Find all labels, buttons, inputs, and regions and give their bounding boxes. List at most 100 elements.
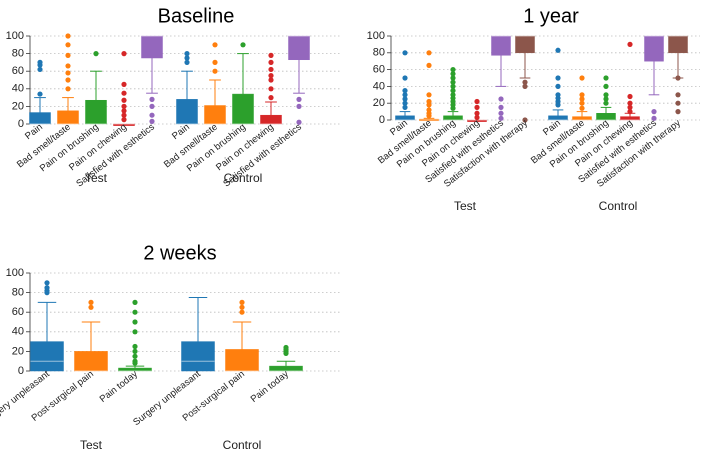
panel-1-year-control-satisfaction-with-therapy-outlier	[675, 109, 681, 115]
panel-baseline-test-pain-on-chewing-outlier	[121, 90, 127, 96]
panel-baseline-title: Baseline	[158, 5, 235, 27]
panel-2-weeks-ytick-label: 20	[12, 345, 24, 357]
panel-1-year-test-bad-smell-taste-outlier	[426, 107, 432, 113]
panel-1-year-ytick-label: 40	[373, 80, 385, 92]
panel-1-year-control-pain-on-chewing-outlier	[627, 93, 633, 100]
panel-baseline-ytick-label: 100	[6, 30, 24, 42]
panel-baseline-control-pain-on-chewing-outlier	[268, 86, 274, 92]
panel-baseline-control-bad-smell-taste-outlier	[212, 42, 218, 48]
panel-1-year-control-satisfaction-with-therapy-outlier	[675, 100, 681, 106]
panel-baseline-ytick-label: 60	[12, 65, 24, 77]
panel-2-weeks-ytick-label: 0	[18, 365, 24, 377]
panel-baseline-test-pain-on-chewing-outlier	[121, 51, 127, 57]
panel-baseline-test-satisfied-with-esthetics-outlier	[149, 103, 155, 109]
panel-2-weeks-test-pain-today-category-label: Pain today	[98, 369, 140, 405]
panel-baseline-test-pain-on-chewing-outlier	[121, 103, 127, 109]
panel-2-weeks-test-surgery-unpleasant-box	[30, 341, 64, 372]
panel-2-weeks-test-pain-today-outlier	[132, 348, 138, 354]
panel-1-year-control-bad-smell-taste-outlier	[579, 105, 585, 111]
panel-1-year-ytick-label: 20	[373, 97, 385, 109]
panel-1-year-control-satisfied-with-esthetics-outlier	[651, 109, 657, 115]
panel-1-year-control-satisfaction-with-therapy-outlier	[675, 92, 681, 98]
panel-1-year-control-pain-outlier	[555, 83, 561, 89]
panel-1-year-ytick-label: 100	[367, 30, 385, 42]
panel-2-weeks-test-pain-today-outlier	[132, 329, 138, 335]
panel-1-year-control-pain-on-chewing-outlier	[627, 100, 633, 106]
panel-1-year-test-pain-outlier	[402, 92, 408, 98]
panel-baseline-group-label-test: Test	[85, 171, 108, 185]
panel-baseline-control-pain-on-chewing-outlier	[268, 95, 274, 101]
panel-1-year-control-pain-on-brushing-outlier	[603, 75, 609, 81]
panel-baseline-control-pain-on-brushing-box	[232, 93, 254, 125]
panel-1-year-test-pain-on-brushing-box	[443, 115, 463, 121]
panel-2-weeks-control-surgery-unpleasant-box	[181, 341, 215, 372]
panel-2-weeks-test-post-surgical-pain-outlier	[88, 299, 94, 305]
panel-2-weeks-test-pain-today-outlier	[132, 309, 138, 315]
panel-1-year-test-satisfied-with-esthetics-outlier	[498, 96, 504, 102]
panel-2-weeks-control-post-surgical-pain-outlier	[239, 309, 245, 315]
panel-1-year-test-pain-outlier	[402, 88, 408, 94]
panel-2-weeks-test-pain-today-outlier	[132, 358, 138, 364]
panel-1-year-test-pain-on-brushing-outlier	[450, 88, 456, 94]
panel-2-weeks-control-pain-today-outlier	[283, 344, 289, 351]
panel-1-year-test-pain-outlier	[402, 104, 408, 110]
panel-1-year-ytick-label: 80	[373, 47, 385, 59]
panel-baseline-test-bad-smell-taste-outlier	[65, 86, 71, 92]
panel-1-year-test-pain-on-brushing-outlier	[450, 67, 456, 73]
panel-1-year-control-pain-on-brushing-outlier	[603, 100, 609, 106]
panel-baseline-test-satisfied-with-esthetics-outlier	[149, 118, 155, 124]
panel-baseline-control-pain-on-chewing-outlier	[268, 73, 274, 79]
panel-1-year-test-pain-on-brushing-outlier	[450, 71, 456, 77]
panel-1-year-test-satisfaction-with-therapy-outlier	[522, 117, 528, 123]
panel-baseline-test-bad-smell-taste-outlier	[65, 52, 71, 58]
panel-2-weeks-test-pain-today-outlier	[132, 353, 138, 359]
panel-1-year-group-label-control: Control	[599, 199, 638, 213]
panel-baseline-test-pain-category-label: Pain	[23, 122, 45, 142]
panel-baseline-control-pain-on-chewing-outlier	[268, 66, 274, 73]
panel-1-year-test-bad-smell-taste-outlier	[426, 98, 432, 105]
panel-baseline-test-pain-outlier	[37, 59, 43, 65]
panel-1-year-test-pain-on-chewing-outlier	[474, 114, 480, 121]
panel-baseline-ytick-label: 80	[12, 48, 24, 60]
panel-1-year-control-satisfaction-with-therapy-box	[668, 35, 688, 54]
panel-2-weeks-test-surgery-unpleasant-outlier	[44, 285, 50, 291]
panel-1-year-control-pain-on-chewing-box	[620, 116, 640, 121]
panel-1-year-test-satisfaction-with-therapy-outlier	[522, 83, 528, 89]
panel-1-year-control-satisfied-with-esthetics-box	[644, 35, 664, 62]
panel-1-year-test-satisfied-with-esthetics-outlier	[498, 110, 504, 116]
panel-1-year-control-pain-box	[548, 115, 568, 121]
panel-2-weeks-ytick-label: 80	[12, 287, 24, 299]
panel-baseline-control-pain-category-label: Pain	[170, 122, 192, 142]
panel-baseline-control-pain-outlier	[184, 51, 190, 57]
panel-baseline-test-pain-on-chewing-outlier	[121, 117, 127, 123]
panel-baseline-group-label-control: Control	[224, 171, 263, 185]
panel-baseline-test-bad-smell-taste-outlier	[65, 77, 71, 83]
panel-1-year-test-pain-on-brushing-outlier	[450, 79, 456, 85]
panel-1-year-test-bad-smell-taste-outlier	[426, 50, 432, 56]
panel-baseline-test-pain-on-chewing-outlier	[121, 112, 127, 118]
panel-1-year-test-pain-outlier	[402, 50, 408, 56]
panel-baseline-ytick-label: 40	[12, 83, 24, 95]
panel-2-weeks-ytick-label: 100	[6, 267, 24, 279]
panel-baseline-test-pain-on-chewing-outlier	[121, 81, 127, 87]
panel-baseline-test-satisfied-with-esthetics-outlier	[149, 96, 155, 102]
panel-2-weeks-control-pain-today-box	[269, 365, 303, 372]
panel-baseline-test-satisfied-with-esthetics-outlier	[149, 112, 155, 118]
panel-2-weeks-group-label-test: Test	[80, 438, 103, 452]
panel-1-year-control-pain-on-brushing-outlier	[603, 92, 609, 98]
panel-baseline-ytick-label: 20	[12, 100, 24, 112]
panel-1-year-ytick-label: 0	[379, 114, 385, 126]
panel-2-weeks-ytick-label: 40	[12, 326, 24, 338]
panel-baseline-control-pain-outlier	[184, 55, 190, 61]
panel-1-year-control-pain-outlier	[555, 47, 561, 53]
panel-baseline-control-pain-on-chewing-outlier	[268, 59, 274, 65]
panel-1-year-test-pain-outlier	[402, 75, 408, 81]
panel-2-weeks-test-pain-today-outlier	[132, 343, 138, 350]
panel-baseline-control-satisfied-with-esthetics-box	[288, 35, 310, 61]
panel-baseline-control-bad-smell-taste-outlier	[212, 59, 218, 65]
panel-baseline-test-bad-smell-taste-outlier	[65, 70, 71, 76]
panel-baseline-control-satisfied-with-esthetics-outlier	[296, 103, 302, 109]
panel-baseline-test-satisfied-with-esthetics-box	[141, 35, 163, 59]
panel-1-year-test-pain-outlier	[402, 100, 408, 106]
